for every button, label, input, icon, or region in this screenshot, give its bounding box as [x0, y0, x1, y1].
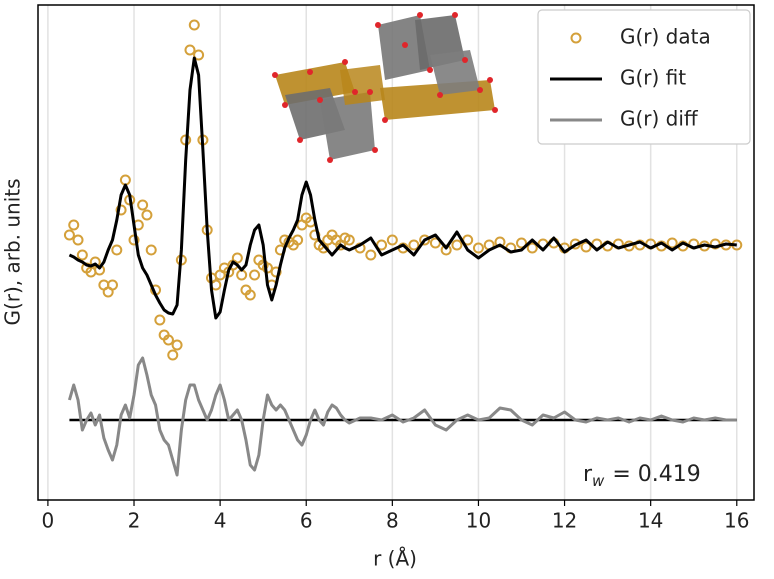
- rw-subscript: w: [592, 472, 605, 490]
- legend: G(r) data G(r) fit G(r) diff: [537, 9, 751, 145]
- data-point: [63, 229, 75, 241]
- data-point: [270, 266, 282, 278]
- data-point: [68, 219, 80, 231]
- data-point: [376, 239, 388, 251]
- data-point: [249, 269, 261, 281]
- data-point: [580, 241, 592, 253]
- data-point: [429, 237, 441, 249]
- data-point: [145, 244, 157, 256]
- data-point: [419, 234, 431, 246]
- data-point: [119, 174, 131, 186]
- data-point: [292, 234, 304, 246]
- data-point: [184, 44, 196, 56]
- data-point: [162, 334, 174, 346]
- crystal-structure-inset: [272, 12, 498, 163]
- data-point: [472, 242, 484, 254]
- data-point: [89, 256, 101, 268]
- x-tick-label: 6: [300, 509, 313, 533]
- x-tick-label: 12: [552, 509, 577, 533]
- data-point: [141, 209, 153, 221]
- data-point: [516, 237, 528, 249]
- y-axis-label: G(r), arb. units: [1, 178, 25, 325]
- data-point: [188, 19, 200, 31]
- data-point: [193, 49, 205, 61]
- x-tick-label: 16: [724, 509, 749, 533]
- rw-annotation: rw = 0.419: [583, 462, 701, 490]
- legend-label: G(r) fit: [620, 66, 686, 90]
- legend-marker: [570, 32, 582, 44]
- data-point: [72, 234, 84, 246]
- series-line: [67, 356, 737, 477]
- data-point: [526, 242, 538, 254]
- x-tick-label: 10: [466, 509, 491, 533]
- data-point: [451, 239, 463, 251]
- x-tick-label: 4: [214, 509, 227, 533]
- data-point: [236, 269, 248, 281]
- x-axis-label: r (Å): [373, 547, 417, 571]
- rw-symbol: r: [583, 462, 593, 487]
- data-point: [231, 252, 243, 264]
- plot-frame: [37, 4, 755, 501]
- legend-label: G(r) data: [620, 25, 711, 49]
- x-tick-label: 14: [638, 509, 663, 533]
- legend-box: [537, 9, 751, 145]
- data-point: [408, 239, 420, 251]
- data-point: [343, 234, 355, 246]
- x-tick-label: 8: [386, 509, 399, 533]
- data-point: [167, 349, 179, 361]
- x-tick-label: 0: [42, 509, 55, 533]
- data-point: [137, 199, 149, 211]
- data-point: [111, 244, 123, 256]
- data-point: [171, 339, 183, 351]
- data-point: [154, 314, 166, 326]
- data-point: [386, 234, 398, 246]
- data-point: [666, 237, 678, 249]
- data-point: [365, 249, 377, 261]
- data-point: [115, 204, 127, 216]
- series-line: [68, 56, 737, 320]
- data-point: [709, 238, 721, 250]
- data-point: [76, 249, 88, 261]
- data-point: [106, 279, 118, 291]
- data-point: [244, 289, 256, 301]
- legend-label: G(r) diff: [620, 107, 699, 131]
- x-tick-label: 2: [128, 509, 141, 533]
- rw-value: = 0.419: [612, 462, 700, 487]
